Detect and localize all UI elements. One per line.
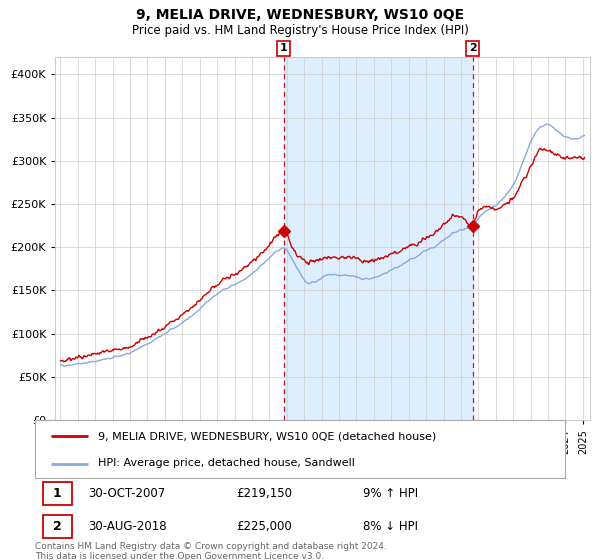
Text: Contains HM Land Registry data © Crown copyright and database right 2024.
This d: Contains HM Land Registry data © Crown c… [35, 542, 386, 560]
Text: £219,150: £219,150 [236, 487, 292, 500]
Text: 2: 2 [53, 520, 62, 533]
FancyBboxPatch shape [43, 515, 72, 538]
Text: 8% ↓ HPI: 8% ↓ HPI [363, 520, 418, 533]
FancyBboxPatch shape [43, 482, 72, 506]
Text: HPI: Average price, detached house, Sandwell: HPI: Average price, detached house, Sand… [98, 459, 355, 469]
Text: 30-AUG-2018: 30-AUG-2018 [88, 520, 166, 533]
Text: 1: 1 [53, 487, 62, 500]
Text: 9, MELIA DRIVE, WEDNESBURY, WS10 0QE (detached house): 9, MELIA DRIVE, WEDNESBURY, WS10 0QE (de… [98, 431, 437, 441]
Bar [284, 57, 473, 420]
Text: 1: 1 [280, 44, 288, 54]
Text: Price paid vs. HM Land Registry's House Price Index (HPI): Price paid vs. HM Land Registry's House … [131, 24, 469, 36]
Text: 30-OCT-2007: 30-OCT-2007 [88, 487, 165, 500]
Text: 9, MELIA DRIVE, WEDNESBURY, WS10 0QE: 9, MELIA DRIVE, WEDNESBURY, WS10 0QE [136, 8, 464, 22]
Text: £225,000: £225,000 [236, 520, 292, 533]
Text: 9% ↑ HPI: 9% ↑ HPI [363, 487, 418, 500]
Text: 2: 2 [469, 44, 476, 54]
